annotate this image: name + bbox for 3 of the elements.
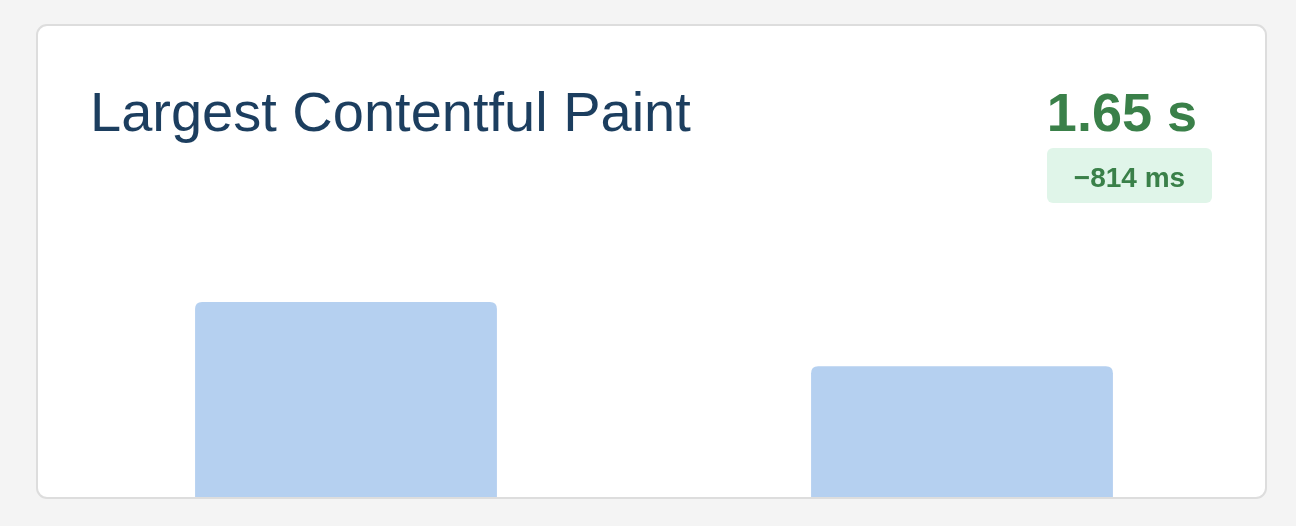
text: 1.65 s (1046, 82, 1197, 142)
text: −814 ms (1073, 162, 1186, 193)
chart-title: Largest Contentful Paint (90, 80, 692, 143)
